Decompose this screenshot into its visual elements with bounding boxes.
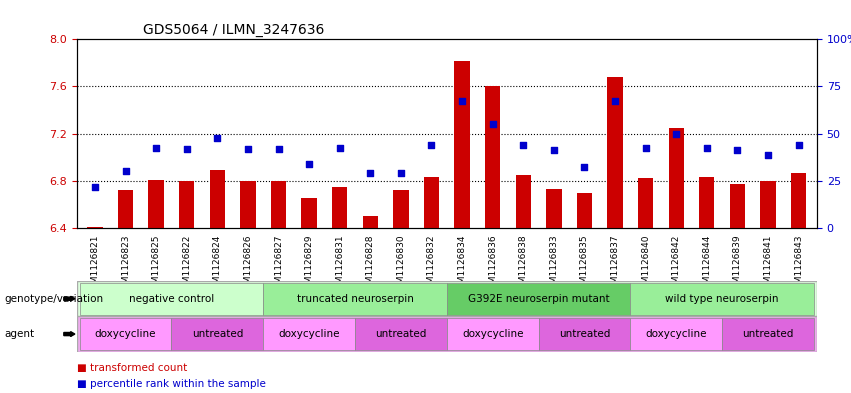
Text: genotype/variation: genotype/variation [4,294,103,304]
Text: doxycycline: doxycycline [278,329,340,339]
Point [486,121,500,127]
Text: G392E neuroserpin mutant: G392E neuroserpin mutant [468,294,609,304]
FancyBboxPatch shape [77,281,817,316]
Point [333,145,346,151]
Point [608,97,622,104]
FancyBboxPatch shape [263,318,355,350]
Bar [271,181,286,228]
Point [578,163,591,170]
Point [89,184,102,190]
Bar [669,128,684,228]
FancyBboxPatch shape [722,318,814,350]
Text: ■ transformed count: ■ transformed count [77,364,187,373]
Bar [700,177,715,228]
Text: wild type neuroserpin: wild type neuroserpin [665,294,779,304]
Point [639,145,653,151]
Bar [485,86,500,228]
Bar [209,170,225,228]
Point [670,130,683,137]
Point [731,147,745,153]
Text: untreated: untreated [742,329,794,339]
Text: agent: agent [4,329,34,339]
Bar [577,193,592,228]
Point [517,142,530,149]
Text: GDS5064 / ILMN_3247636: GDS5064 / ILMN_3247636 [143,23,324,37]
Text: truncated neuroserpin: truncated neuroserpin [296,294,414,304]
FancyBboxPatch shape [355,318,447,350]
Text: ■ percentile rank within the sample: ■ percentile rank within the sample [77,379,266,389]
FancyBboxPatch shape [80,318,171,350]
Bar [424,177,439,228]
Bar [148,180,163,228]
Bar [791,173,806,228]
Bar [301,198,317,228]
Text: untreated: untreated [191,329,243,339]
Point [547,147,561,153]
Point [455,97,469,104]
FancyBboxPatch shape [263,283,447,314]
Bar [393,190,408,228]
Bar [454,61,470,228]
Point [425,142,438,149]
Bar [760,181,775,228]
FancyBboxPatch shape [80,283,263,314]
Point [791,142,805,149]
FancyBboxPatch shape [77,316,817,352]
Bar [332,187,347,228]
Bar [608,77,623,228]
Bar [118,190,134,228]
Point [241,146,254,152]
Text: untreated: untreated [559,329,610,339]
Point [210,135,224,141]
FancyBboxPatch shape [171,318,263,350]
Point [302,161,316,167]
Point [394,169,408,176]
Text: untreated: untreated [375,329,426,339]
Bar [88,227,103,228]
Bar [546,189,562,228]
Bar [179,181,194,228]
Point [363,169,377,176]
Bar [638,178,654,228]
Bar [240,181,255,228]
Bar [730,184,745,228]
Text: doxycycline: doxycycline [94,329,157,339]
Point [700,145,714,151]
Point [271,146,285,152]
Point [761,152,774,158]
Text: doxycycline: doxycycline [462,329,523,339]
FancyBboxPatch shape [447,283,631,314]
Bar [516,175,531,228]
Point [149,145,163,151]
FancyBboxPatch shape [631,318,722,350]
FancyBboxPatch shape [447,318,539,350]
Bar [363,216,378,228]
Text: doxycycline: doxycycline [645,329,707,339]
Point [180,146,193,152]
FancyBboxPatch shape [539,318,631,350]
Text: negative control: negative control [129,294,214,304]
FancyBboxPatch shape [631,283,814,314]
Point [119,168,133,174]
